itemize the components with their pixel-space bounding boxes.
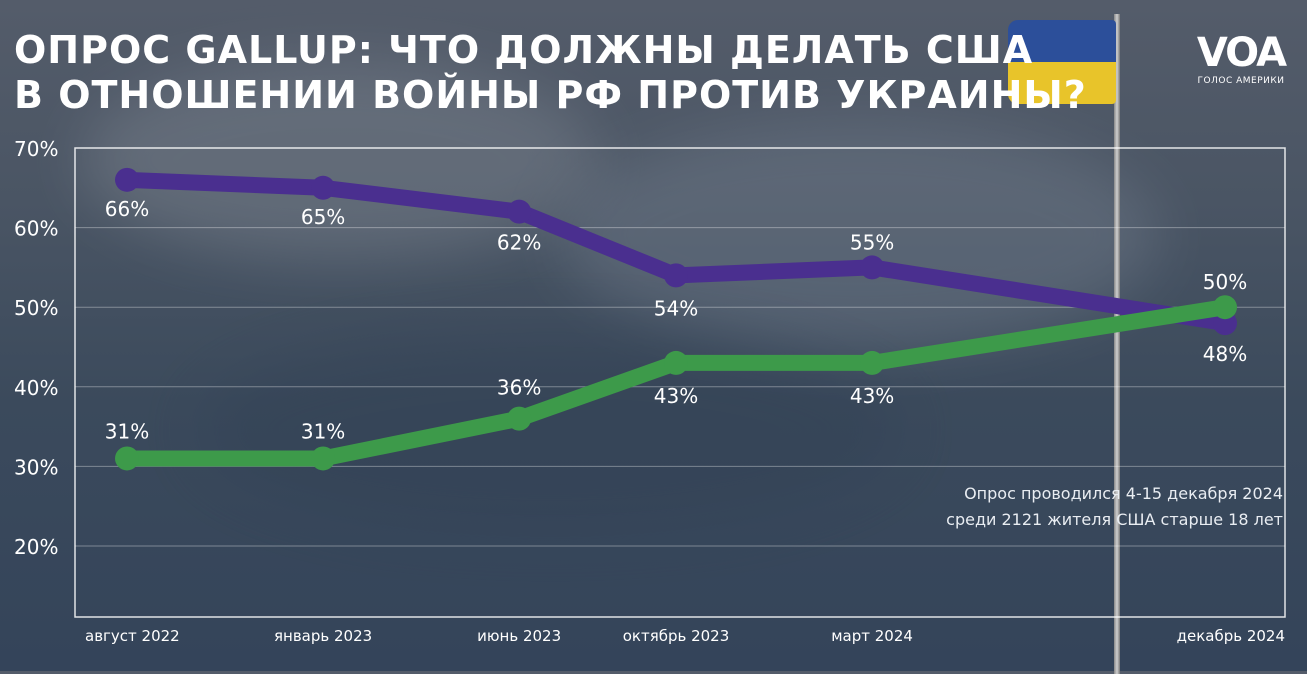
data-label-green: 31% (301, 419, 345, 443)
x-tick-label: июнь 2023 (477, 627, 561, 645)
voa-logo: VOA ГОЛОС АМЕРИКИ (1186, 32, 1296, 86)
data-label-green: 43% (654, 384, 698, 408)
chart-title-line-2: В ОТНОШЕНИИ ВОЙНЫ РФ ПРОТИВ УКРАИНЫ? (14, 73, 1087, 117)
data-label-purple: 66% (105, 197, 149, 221)
data-point-green (507, 406, 532, 431)
ukraine-flag-icon (1008, 20, 1116, 104)
y-tick-label: 20% (14, 535, 58, 559)
data-label-purple: 65% (301, 205, 345, 229)
background-cloud (560, 120, 1160, 350)
series-lines (115, 167, 1237, 471)
axis-labels: 70% 60% 50% 40% 30% 20% август 2022 январь 2023… (14, 137, 1285, 645)
x-tick-label: декабрь 2024 (1177, 627, 1285, 645)
data-point-purple (115, 167, 139, 192)
data-point-purple (507, 199, 532, 224)
y-tick-label: 40% (14, 376, 58, 400)
data-label-purple: 54% (654, 296, 698, 320)
survey-note: Опрос проводился 4-15 декабря 2024 среди… (946, 481, 1283, 533)
data-label-green: 31% (105, 419, 149, 443)
data-label-purple: 55% (850, 230, 894, 254)
data-point-green (311, 446, 336, 471)
plot-frame (74, 147, 1286, 618)
data-label-green: 36% (497, 376, 541, 400)
y-tick-label: 30% (14, 455, 58, 479)
survey-note-line-1: Опрос проводился 4-15 декабря 2024 (964, 484, 1283, 503)
series-line-green (119, 299, 1233, 467)
x-tick-label: август 2022 (85, 627, 180, 645)
survey-note-line-2: среди 2121 жителя США старше 18 лет (946, 510, 1283, 529)
series-line-purple (119, 171, 1233, 332)
y-tick-label: 60% (14, 217, 58, 241)
voa-logo-subtitle: ГОЛОС АМЕРИКИ (1197, 76, 1285, 86)
voa-logo-mark: VOA (1196, 30, 1287, 76)
flag-yellow-stripe (1008, 62, 1116, 104)
data-label-green: 50% (1203, 270, 1247, 294)
x-tick-label: март 2024 (831, 627, 913, 645)
grid-lines (74, 147, 1286, 618)
flag-blue-stripe (1008, 20, 1116, 62)
data-point-green (664, 350, 688, 375)
data-point-green (1213, 295, 1237, 320)
data-label-green: 43% (850, 384, 894, 408)
y-tick-label: 50% (14, 296, 58, 320)
y-tick-label: 70% (14, 137, 58, 161)
data-label-purple: 62% (497, 231, 541, 255)
background-cloud (80, 60, 600, 260)
x-tick-label: октябрь 2023 (623, 627, 730, 645)
data-point-green (860, 350, 885, 375)
data-point-purple (664, 263, 688, 288)
data-labels: 66% 65% 62% 54% 55% 48% 31% 31% 36% 43% 43% 50% (105, 197, 1247, 444)
chart-title: ОПРОС GALLUP: ЧТО ДОЛЖНЫ ДЕЛАТЬ США В ОТ… (14, 28, 1087, 118)
data-point-green (115, 446, 139, 471)
x-tick-label: январь 2023 (274, 627, 372, 645)
data-point-purple (860, 255, 885, 280)
flagpole (1114, 14, 1120, 674)
chart-title-line-1: ОПРОС GALLUP: ЧТО ДОЛЖНЫ ДЕЛАТЬ США (14, 28, 1034, 72)
data-point-purple (311, 175, 336, 200)
data-label-purple: 48% (1203, 342, 1247, 366)
